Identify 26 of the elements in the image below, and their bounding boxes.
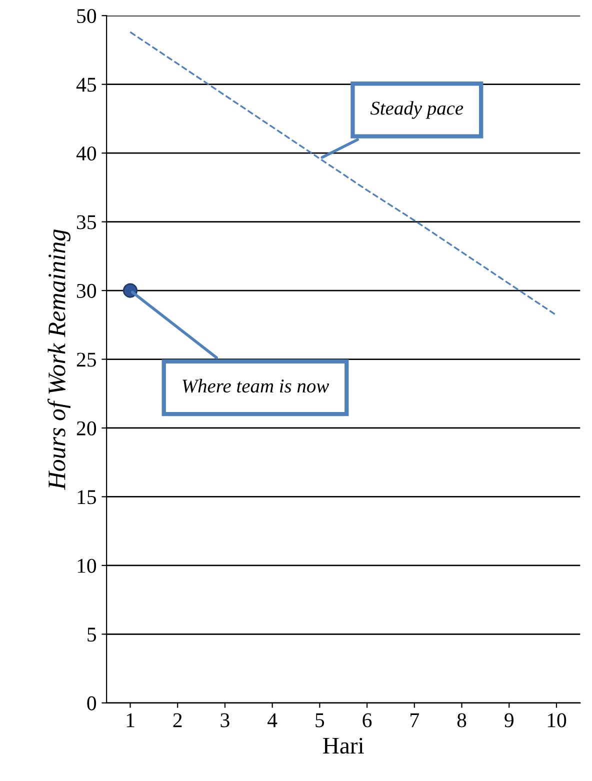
y-tick-label: 50 [77,8,96,24]
y-axis-title: Hours of Work Remaining [48,230,70,490]
x-tick-label: 10 [548,713,566,728]
y-tick-label: 10 [78,558,96,573]
x-tick-label: 7 [410,713,420,728]
annotation: Steady pace [370,101,464,119]
y-tick-label: 5 [88,628,96,642]
y-tick-label: 0 [87,696,96,710]
y-tick-label: 20 [76,421,96,436]
y-tick-label: 35 [77,215,96,230]
x-tick-label: 1 [126,713,134,728]
y-tick-label: 45 [76,78,96,92]
line-series [129,31,558,316]
y-tick-label: 15 [78,490,96,504]
y-tick-label: 40 [76,146,96,161]
y-tick-label: 25 [76,352,96,367]
x-tick-label: 4 [268,713,278,728]
x-tick-label: 3 [220,713,230,728]
x-tick-label: 5 [316,713,324,728]
x-axis-title: Hari [323,738,364,754]
x-tick-label: 9 [504,713,514,728]
y-tick-label: 30 [77,284,96,298]
annotation: Where team is now [182,378,329,393]
x-tick-label: 6 [362,713,372,728]
x-tick-label: 2 [173,713,182,728]
x-tick-label: 8 [457,713,466,728]
